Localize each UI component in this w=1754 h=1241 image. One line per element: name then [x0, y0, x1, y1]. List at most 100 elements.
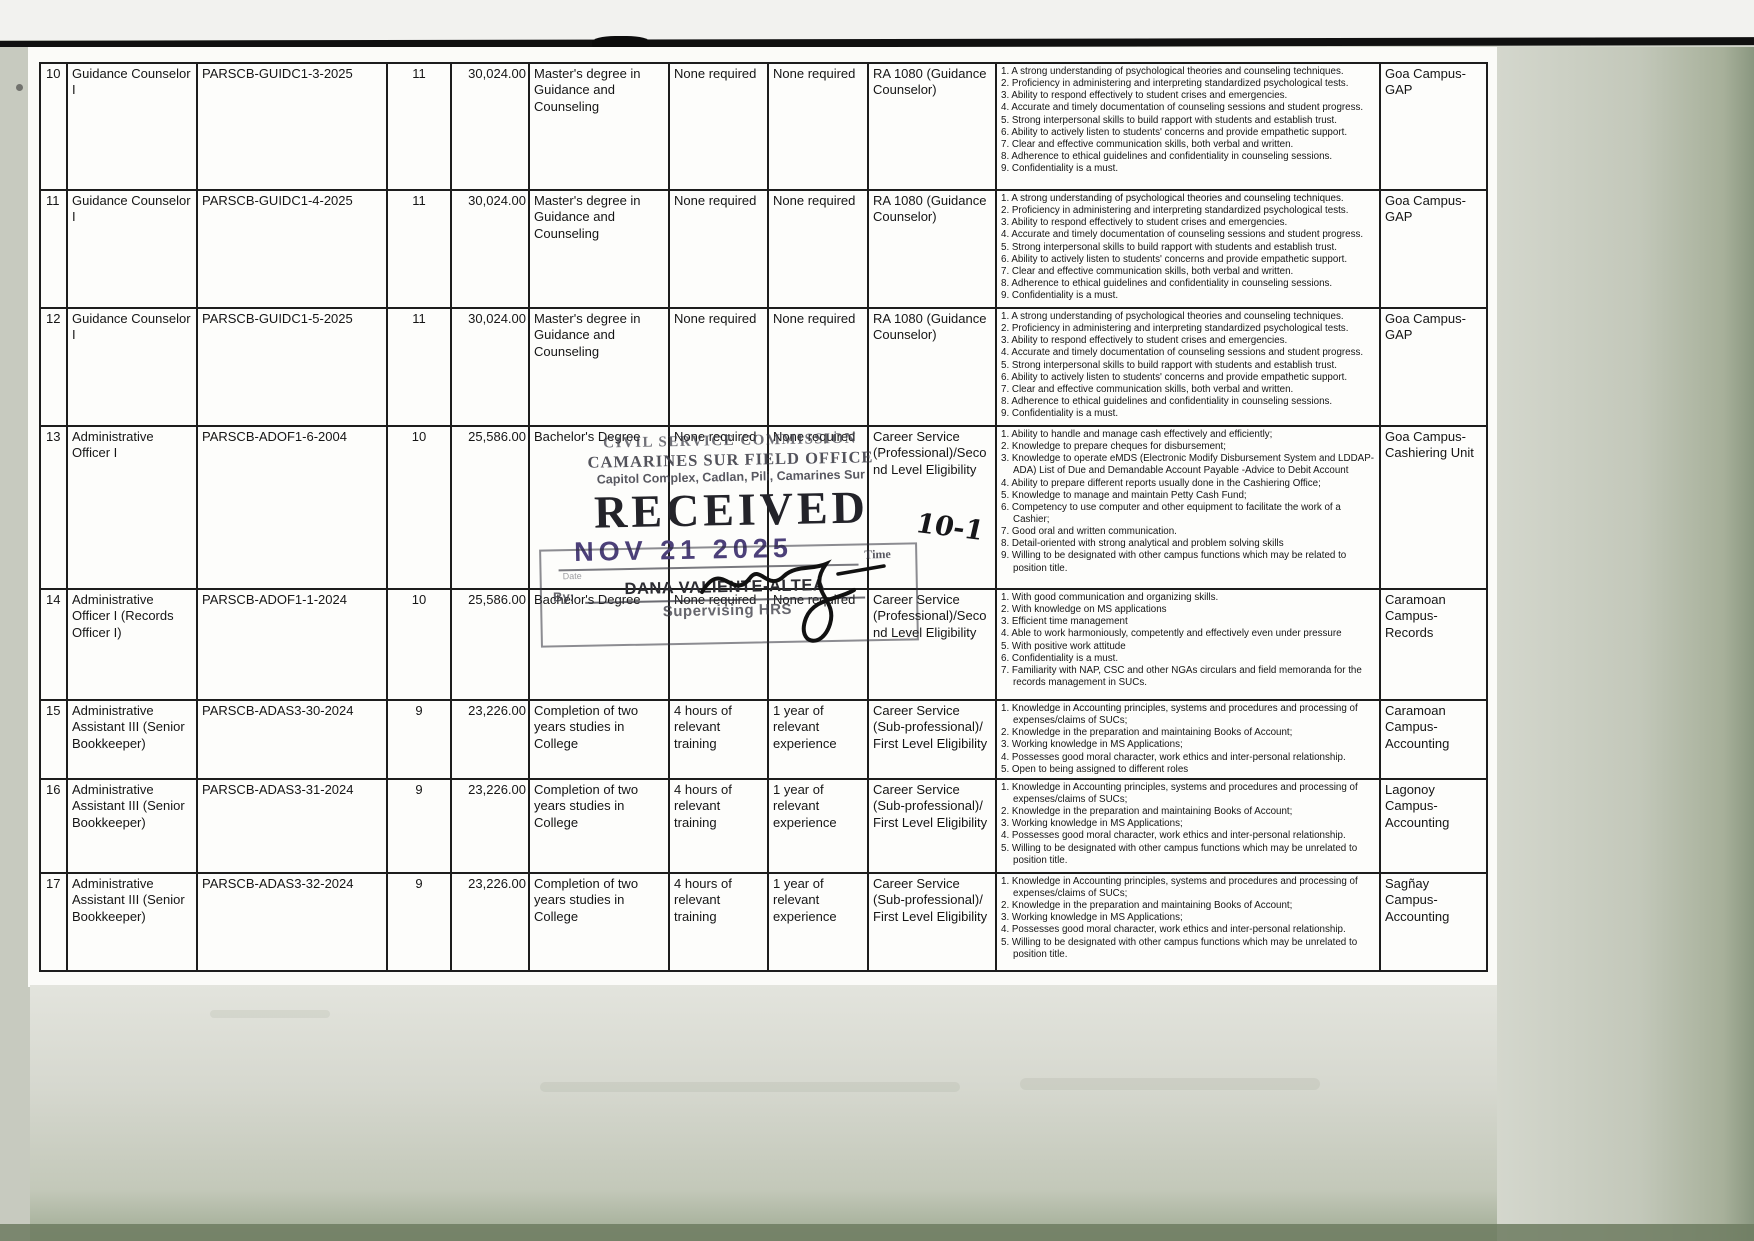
cell-competencies: 1. With good communication and organizin…	[995, 588, 1381, 701]
competency-item: 7. Clear and effective communication ski…	[1001, 265, 1294, 277]
cell-place-of-assignment: Goa Campus-GAP	[1379, 62, 1488, 191]
cell-monthly-salary: 30,024.00	[450, 62, 530, 191]
scan-top-band	[0, 0, 1754, 40]
cell-education: Completion of two years studies in Colle…	[528, 777, 670, 874]
table-row: 15 Administrative Assistant III (Senior …	[39, 699, 1488, 780]
competency-item: 4. Possesses good moral character, work …	[1001, 751, 1346, 763]
table-row: 10 Guidance Counselor I PARSCB-GUIDC1-3-…	[39, 62, 1488, 191]
competency-item: 2. Knowledge in the preparation and main…	[1001, 900, 1293, 912]
table-row: 13 Administrative Officer I PARSCB-ADOF1…	[39, 425, 1488, 590]
cell-education: Bachelor's Degree	[528, 588, 670, 701]
cell-position-title: Administrative Officer I (Records Office…	[66, 588, 198, 701]
competency-item: 6. Ability to actively listen to student…	[1001, 253, 1348, 265]
competency-item: 1. Knowledge in Accounting principles, s…	[1001, 875, 1358, 899]
signature-scribble	[700, 559, 886, 643]
competency-item: 2. Proficiency in administering and inte…	[1001, 205, 1349, 217]
competency-item: 8. Adherence to ethical guidelines and c…	[1001, 150, 1333, 162]
competency-item: 5. With positive work attitude	[1001, 640, 1126, 652]
cell-salary-grade: 10	[386, 425, 452, 590]
cell-position-title: Administrative Assistant III (Senior Boo…	[66, 871, 198, 972]
cell-salary-grade: 9	[386, 871, 452, 972]
cell-place-of-assignment: Goa Campus-GAP	[1379, 189, 1488, 309]
competency-item: 6. Competency to use computer and other …	[1001, 501, 1341, 525]
competency-item: 2. Knowledge in the preparation and main…	[1001, 806, 1293, 818]
cell-experience: 1 year of relevant experience	[767, 699, 869, 780]
cell-education: Completion of two years studies in Colle…	[528, 699, 670, 780]
cell-salary-grade: 9	[386, 699, 452, 780]
photo-right-margin	[1497, 47, 1754, 1241]
cell-place-of-assignment: Goa Campus-GAP	[1379, 307, 1488, 427]
cell-salary-grade: 11	[386, 307, 452, 427]
competency-item: 2. Proficiency in administering and inte…	[1001, 323, 1349, 335]
cell-item-number: PARSCB-ADOF1-1-2024	[196, 588, 388, 701]
competency-item: 6. Ability to actively listen to student…	[1001, 126, 1348, 138]
competency-item: 5. Strong interpersonal skills to build …	[1001, 359, 1337, 371]
cell-row-number: 14	[39, 588, 68, 701]
cell-experience: None required	[767, 189, 869, 309]
cell-item-number: PARSCB-GUIDC1-4-2025	[196, 189, 388, 309]
competency-item: 3. Knowledge to operate eMDS (Electronic…	[1001, 453, 1374, 477]
competency-item: 3. Working knowledge in MS Applications;	[1001, 739, 1183, 751]
competency-item: 1. A strong understanding of psychologic…	[1001, 311, 1344, 322]
competency-item: 4. Able to work harmoniously, competentl…	[1001, 628, 1342, 640]
table-row: 16 Administrative Assistant III (Senior …	[39, 777, 1488, 874]
cell-place-of-assignment: Sagñay Campus-Accounting	[1379, 871, 1488, 972]
cell-eligibility: RA 1080 (Guidance Counselor)	[867, 62, 997, 191]
cell-training: None required	[668, 307, 769, 427]
cell-competencies: 1. Ability to handle and manage cash eff…	[995, 425, 1381, 590]
competency-item: 9. Confidentiality is a must.	[1001, 163, 1119, 175]
cell-experience: None required	[767, 307, 869, 427]
cell-experience: None required	[767, 425, 869, 590]
competency-item: 8. Adherence to ethical guidelines and c…	[1001, 277, 1333, 289]
cell-monthly-salary: 23,226.00	[450, 871, 530, 972]
cell-experience: 1 year of relevant experience	[767, 871, 869, 972]
cell-row-number: 16	[39, 777, 68, 874]
vacancy-table: 10 Guidance Counselor I PARSCB-GUIDC1-3-…	[39, 62, 1488, 972]
cell-eligibility: Career Service (Professional)/Second Lev…	[867, 588, 997, 701]
cell-place-of-assignment: Lagonoy Campus-Accounting	[1379, 777, 1488, 874]
competency-item: 7. Good oral and written communication.	[1001, 526, 1177, 538]
cell-training: None required	[668, 189, 769, 309]
cell-competencies: 1. Knowledge in Accounting principles, s…	[995, 699, 1381, 780]
cell-experience: None required	[767, 62, 869, 191]
cell-education: Bachelor's Degree	[528, 425, 670, 590]
cell-position-title: Administrative Officer I	[66, 425, 198, 590]
cell-place-of-assignment: Caramoan Campus-Records	[1379, 588, 1488, 701]
cell-eligibility: RA 1080 (Guidance Counselor)	[867, 307, 997, 427]
competency-item: 5. Willing to be designated with other c…	[1001, 936, 1358, 960]
cell-monthly-salary: 23,226.00	[450, 777, 530, 874]
cell-competencies: 1. Knowledge in Accounting principles, s…	[995, 871, 1381, 972]
competency-item: 7. Clear and effective communication ski…	[1001, 383, 1294, 395]
competency-item: 6. Ability to actively listen to student…	[1001, 371, 1348, 383]
cell-education: Completion of two years studies in Colle…	[528, 871, 670, 972]
cell-competencies: 1. A strong understanding of psychologic…	[995, 307, 1381, 427]
cell-item-number: PARSCB-GUIDC1-5-2025	[196, 307, 388, 427]
table-row: 17 Administrative Assistant III (Senior …	[39, 871, 1488, 972]
cell-training: None required	[668, 425, 769, 590]
competency-item: 7. Clear and effective communication ski…	[1001, 138, 1294, 150]
cell-salary-grade: 11	[386, 62, 452, 191]
cell-item-number: PARSCB-GUIDC1-3-2025	[196, 62, 388, 191]
cell-training: None required	[668, 588, 769, 701]
cell-row-number: 13	[39, 425, 68, 590]
competency-item: 1. A strong understanding of psychologic…	[1001, 66, 1344, 77]
cell-experience: None required	[767, 588, 869, 701]
cell-position-title: Administrative Assistant III (Senior Boo…	[66, 699, 198, 780]
competency-item: 3. Working knowledge in MS Applications;	[1001, 818, 1183, 830]
cell-place-of-assignment: Caramoan Campus-Accounting	[1379, 699, 1488, 780]
cell-row-number: 15	[39, 699, 68, 780]
competency-item: 9. Confidentiality is a must.	[1001, 290, 1119, 302]
competency-item: 3. Efficient time management	[1001, 616, 1128, 628]
cell-eligibility: Career Service (Sub-professional)/ First…	[867, 871, 997, 972]
competency-item: 5. Open to being assigned to different r…	[1001, 763, 1189, 775]
cell-education: Master's degree in Guidance and Counseli…	[528, 307, 670, 427]
cell-competencies: 1. A strong understanding of psychologic…	[995, 62, 1381, 191]
cell-education: Master's degree in Guidance and Counseli…	[528, 189, 670, 309]
competency-item: 5. Knowledge to manage and maintain Pett…	[1001, 489, 1247, 501]
cell-row-number: 17	[39, 871, 68, 972]
cell-item-number: PARSCB-ADAS3-30-2024	[196, 699, 388, 780]
competency-item: 9. Confidentiality is a must.	[1001, 408, 1119, 420]
cell-eligibility: RA 1080 (Guidance Counselor)	[867, 189, 997, 309]
cell-eligibility: Career Service (Sub-professional)/ First…	[867, 699, 997, 780]
competency-item: 2. Knowledge in the preparation and main…	[1001, 727, 1293, 739]
